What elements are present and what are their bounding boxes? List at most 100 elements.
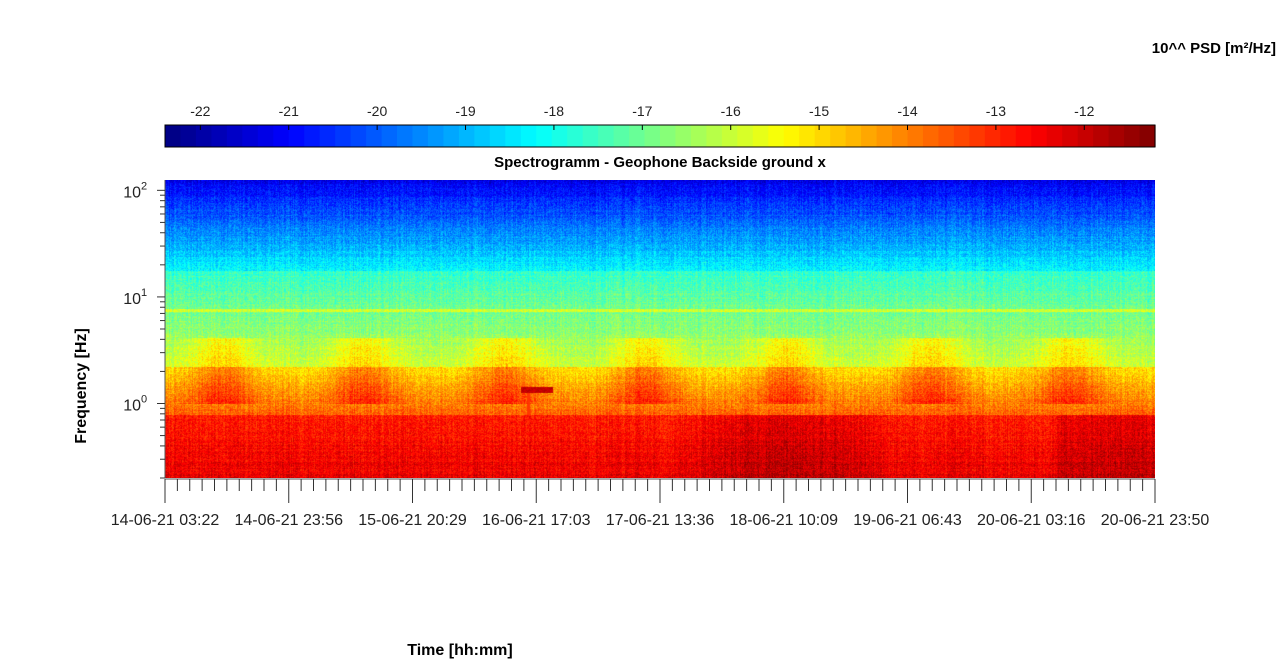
colorbar-swatch bbox=[381, 125, 398, 147]
colorbar-swatch bbox=[288, 125, 305, 147]
spectrogram-area bbox=[165, 180, 1155, 478]
colorbar-swatch bbox=[1046, 125, 1063, 147]
colorbar-swatch bbox=[737, 125, 754, 147]
y-tick-exponent: 0 bbox=[141, 394, 147, 406]
colorbar-swatch bbox=[319, 125, 336, 147]
colorbar-swatch bbox=[922, 125, 940, 147]
colorbar-label: 10^^ PSD [m²/Hz] bbox=[1151, 40, 1276, 57]
colorbar-tick-label: -13 bbox=[986, 103, 1006, 119]
colorbar-swatch bbox=[1108, 125, 1125, 147]
y-tick-exponent: 1 bbox=[141, 287, 147, 299]
colorbar-swatch bbox=[165, 125, 182, 147]
colorbar-swatch bbox=[706, 125, 723, 147]
x-tick-label: 14-06-21 03:22 bbox=[111, 512, 220, 529]
colorbar-swatch bbox=[397, 125, 414, 147]
y-tick-label: 10 bbox=[123, 291, 141, 308]
colorbar-swatch bbox=[1124, 125, 1141, 147]
colorbar-frame bbox=[164, 124, 1156, 148]
colorbar-tick-label: -18 bbox=[544, 103, 564, 119]
x-tick-label: 19-06-21 06:43 bbox=[853, 512, 962, 529]
colorbar-swatch bbox=[412, 125, 429, 147]
colorbar-swatch bbox=[180, 125, 197, 147]
y-tick-exponent: 2 bbox=[141, 180, 147, 192]
colorbar-swatch bbox=[489, 125, 506, 147]
colorbar-swatch bbox=[892, 125, 909, 147]
colorbar-swatch bbox=[613, 125, 630, 147]
colorbar-swatch bbox=[1015, 125, 1032, 147]
colorbar-swatch bbox=[505, 125, 522, 147]
colorbar-swatch bbox=[1093, 125, 1110, 147]
colorbar-swatch bbox=[1139, 125, 1156, 147]
colorbar-swatch bbox=[443, 125, 460, 147]
colorbar-swatch bbox=[938, 125, 955, 147]
chart-title: Spectrogramm - Geophone Backside ground … bbox=[494, 154, 826, 171]
x-tick-label: 15-06-21 20:29 bbox=[358, 512, 467, 529]
colorbar-swatch bbox=[567, 125, 584, 147]
colorbar-swatch bbox=[211, 125, 228, 147]
colorbar-swatch bbox=[799, 125, 816, 147]
colorbar-swatch bbox=[598, 125, 615, 147]
colorbar-tick-label: -20 bbox=[367, 103, 387, 119]
colorbar-swatch bbox=[582, 125, 599, 147]
colorbar-swatch bbox=[242, 125, 259, 147]
x-tick-label: 20-06-21 23:50 bbox=[1101, 512, 1210, 529]
colorbar-swatch bbox=[427, 125, 445, 147]
colorbar-swatch bbox=[984, 125, 1001, 147]
colorbar-tick-label: -19 bbox=[455, 103, 475, 119]
colorbar-swatch bbox=[350, 125, 367, 147]
colorbar-swatch bbox=[273, 125, 290, 147]
colorbar-swatch bbox=[474, 125, 491, 147]
colorbar-swatch bbox=[721, 125, 738, 147]
colorbar-swatch bbox=[907, 125, 924, 147]
x-tick-label: 14-06-21 23:56 bbox=[234, 512, 343, 529]
colorbar-swatch bbox=[366, 125, 383, 147]
colorbar-swatch bbox=[660, 125, 677, 147]
colorbar-swatch bbox=[536, 125, 553, 147]
colorbar-swatch bbox=[1077, 125, 1094, 147]
spectrogram-heatmap bbox=[165, 180, 1155, 478]
x-tick-label: 18-06-21 10:09 bbox=[729, 512, 838, 529]
colorbar-swatch bbox=[845, 125, 862, 147]
colorbar-swatch bbox=[1062, 125, 1079, 147]
y-tick-label: 10 bbox=[123, 184, 141, 201]
colorbar-tick-label: -22 bbox=[190, 103, 210, 119]
colorbar-swatch bbox=[257, 125, 274, 147]
colorbar-swatch bbox=[195, 125, 213, 147]
x-axis-label: Time [hh:mm] bbox=[407, 642, 513, 659]
y-axis-label: Frequency [Hz] bbox=[73, 328, 90, 444]
colorbar-tick-label: -16 bbox=[721, 103, 741, 119]
colorbar-tick-label: -14 bbox=[897, 103, 917, 119]
colorbar-tick-label: -17 bbox=[632, 103, 652, 119]
colorbar-swatch bbox=[458, 125, 475, 147]
colorbar-swatch bbox=[304, 125, 321, 147]
colorbar-ticks bbox=[199, 125, 1085, 130]
colorbar-tick-label: -12 bbox=[1074, 103, 1094, 119]
colorbar-swatch bbox=[830, 125, 847, 147]
x-tick-label: 17-06-21 13:36 bbox=[606, 512, 715, 529]
colorbar-swatch bbox=[690, 125, 708, 147]
colorbar-swatch bbox=[861, 125, 878, 147]
colorbar-swatch bbox=[551, 125, 568, 147]
colorbar-swatches bbox=[165, 125, 1156, 147]
colorbar-swatch bbox=[629, 125, 646, 147]
colorbar-swatch bbox=[814, 125, 831, 147]
colorbar-swatch bbox=[644, 125, 661, 147]
colorbar-swatch bbox=[226, 125, 243, 147]
colorbar-swatch bbox=[876, 125, 893, 147]
colorbar-swatch bbox=[1031, 125, 1048, 147]
x-tick-label: 16-06-21 17:03 bbox=[482, 512, 591, 529]
colorbar-swatch bbox=[783, 125, 800, 147]
colorbar-swatch bbox=[335, 125, 352, 147]
colorbar-swatch bbox=[969, 125, 986, 147]
colorbar-tick-labels: -22 -21 -20 -19 -18 -17 -16 -15 -14 -13 -12 bbox=[190, 103, 1094, 119]
colorbar-swatch bbox=[752, 125, 769, 147]
colorbar-tick-label: -21 bbox=[279, 103, 299, 119]
x-tick-label: 20-06-21 03:16 bbox=[977, 512, 1086, 529]
colorbar-swatch bbox=[953, 125, 970, 147]
colorbar-swatch bbox=[520, 125, 537, 147]
y-tick-label: 10 bbox=[123, 398, 141, 415]
colorbar-tick-label: -15 bbox=[809, 103, 829, 119]
x-axis: 14-06-21 03:22 14-06-21 23:56 15-06-21 20:… bbox=[111, 478, 1210, 529]
